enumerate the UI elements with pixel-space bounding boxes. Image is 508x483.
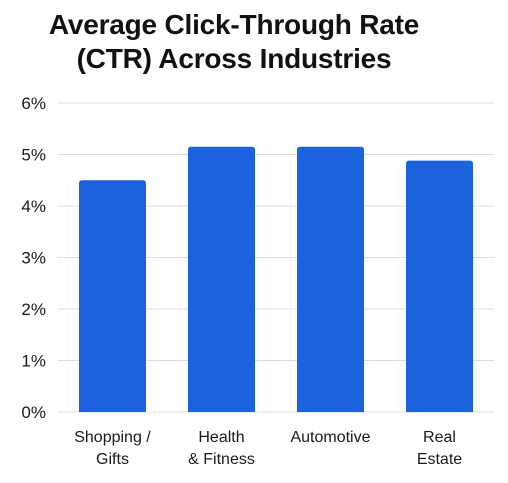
- x-category-label: Shopping / Gifts: [74, 429, 151, 468]
- x-category-label-line: & Fitness: [188, 451, 255, 468]
- x-category-label-line: Health: [198, 429, 244, 446]
- y-tick-label: 0%: [21, 403, 46, 422]
- x-category-label-line: Automotive: [290, 429, 370, 446]
- x-axis-categories: Shopping / Gifts Health & Fitness Automotive…: [74, 429, 462, 468]
- y-tick-label: 6%: [21, 94, 46, 113]
- bar-2: [297, 146, 364, 412]
- y-axis-ticks: 0% 1% 2% 3% 4% 5% 6%: [21, 94, 46, 422]
- x-category-label: Health & Fitness: [188, 429, 255, 468]
- y-tick-label: 1%: [21, 352, 46, 371]
- x-category-label: Automotive: [290, 429, 370, 446]
- y-tick-label: 2%: [21, 300, 46, 319]
- bar-3: [406, 160, 473, 412]
- bars: [79, 146, 473, 412]
- x-category-label: Real Estate: [417, 429, 462, 468]
- y-tick-label: 3%: [21, 249, 46, 268]
- x-category-label-line: Gifts: [96, 451, 129, 468]
- chart-title: Average Click-Through Rate (CTR) Across …: [0, 8, 468, 76]
- x-category-label-line: Estate: [417, 451, 462, 468]
- bar-0: [79, 180, 146, 412]
- y-tick-label: 4%: [21, 197, 46, 216]
- bar-1: [188, 146, 255, 412]
- x-category-label-line: Real: [423, 429, 456, 446]
- chart-title-line-1: Average Click-Through Rate: [48, 9, 420, 40]
- chart-title-line-2: (CTR) Across Industries: [76, 43, 392, 74]
- x-category-label-line: Shopping /: [74, 429, 151, 446]
- y-tick-label: 5%: [21, 146, 46, 165]
